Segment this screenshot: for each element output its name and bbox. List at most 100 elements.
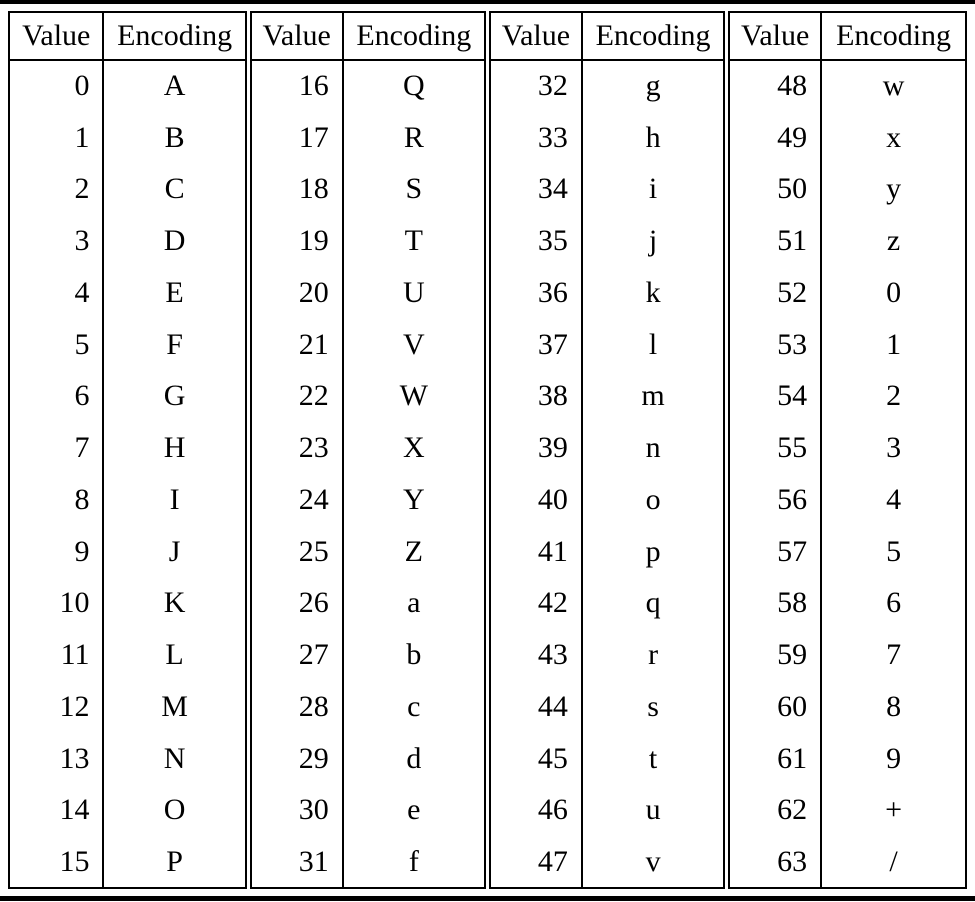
encoding-cell: 1 (886, 327, 902, 361)
encoding-cell: T (342, 215, 491, 267)
encoding-cell: W (342, 370, 491, 423)
encoding-cell: f (342, 836, 491, 888)
encoding-cell: B (103, 111, 252, 164)
value-cell: 26 (248, 577, 344, 630)
encoding-cell: c (342, 681, 491, 733)
value-cell: 5 (9, 318, 105, 371)
encoding-cell: 7 (886, 638, 902, 672)
value-cell: 15 (9, 836, 105, 888)
column-header-value: Value (248, 12, 344, 61)
encoding-cell: 6 (886, 586, 902, 620)
table-row: 0 A 16 Q 32 g 48 w (9, 60, 966, 112)
encoding-cell: 2 (886, 379, 902, 413)
encoding-cell: R (342, 111, 491, 164)
value-cell: 37 (487, 318, 583, 371)
bottom-rule (0, 896, 975, 901)
value-cell: 24 (248, 474, 344, 526)
value-cell: 21 (248, 318, 344, 371)
value-cell: 0 (9, 60, 105, 112)
value-cell: 53 (726, 318, 823, 371)
value-cell: 41 (487, 525, 583, 578)
top-rule (0, 0, 975, 4)
column-header-value: Value (9, 12, 105, 61)
encoding-cell: j (581, 215, 731, 267)
column-header-value: Value (487, 12, 583, 61)
encoding-cell: Q (342, 60, 491, 112)
table-row: 12 M 28 c 44 s 60 8 (9, 681, 966, 733)
encoding-cell: E (103, 267, 252, 319)
table-row: 14 O 30 e 46 u 62 + (9, 784, 966, 837)
value-cell: 1 (9, 111, 105, 164)
value-cell: 13 (9, 732, 105, 785)
value-cell: 35 (487, 215, 583, 267)
value-cell: 63 (726, 836, 823, 888)
value-cell: 11 (9, 629, 105, 681)
value-cell: 61 (726, 732, 823, 785)
value-cell: 8 (9, 474, 105, 526)
encoding-cell: w (882, 69, 905, 103)
encoding-cell: t (581, 732, 731, 785)
encoding-cell: i (581, 163, 731, 216)
encoding-cell: 0 (886, 275, 902, 309)
value-cell: 48 (726, 60, 823, 112)
value-cell: 18 (248, 163, 344, 216)
value-cell: 54 (726, 370, 823, 423)
encoding-cell: x (886, 120, 902, 154)
table-row: 13 N 29 d 45 t 61 9 (9, 732, 966, 785)
value-cell: 36 (487, 267, 583, 319)
encoding-cell: 4 (886, 482, 902, 516)
value-cell: 16 (248, 60, 344, 112)
value-cell: 32 (487, 60, 583, 112)
value-cell: 44 (487, 681, 583, 733)
value-cell: 38 (487, 370, 583, 423)
value-cell: 10 (9, 577, 105, 630)
value-cell: 6 (9, 370, 105, 423)
encoding-cell: K (103, 577, 252, 630)
encoding-cell: C (103, 163, 252, 216)
value-cell: 31 (248, 836, 344, 888)
encoding-cell: d (342, 732, 491, 785)
encoding-cell: p (581, 525, 731, 578)
table-row: 2 C 18 S 34 i 50 y (9, 163, 966, 216)
encoding-cell: M (103, 681, 252, 733)
table-header-row: Value Encoding Value Encoding Value Encoding V… (9, 12, 966, 61)
table-row: 6 G 22 W 38 m 54 2 (9, 370, 966, 423)
table-row: 15 P 31 f 47 v 63 / (9, 836, 966, 888)
value-cell: 29 (248, 732, 344, 785)
encoding-cell: G (103, 370, 252, 423)
column-header-encoding: Encoding (821, 12, 966, 61)
encoding-cell: m (581, 370, 731, 423)
table-row: 5 F 21 V 37 l 53 1 (9, 318, 966, 371)
value-cell: 47 (487, 836, 583, 888)
base64-encoding-table: Value Encoding Value Encoding Value Encoding V… (8, 11, 967, 889)
value-cell: 57 (726, 525, 823, 578)
table-row: 9 J 25 Z 41 p 57 5 (9, 525, 966, 578)
value-cell: 9 (9, 525, 105, 578)
value-cell: 12 (9, 681, 105, 733)
encoding-cell: r (581, 629, 731, 681)
encoding-cell: V (342, 318, 491, 371)
encoding-cell: s (581, 681, 731, 733)
value-cell: 50 (726, 163, 823, 216)
encoding-cell: D (103, 215, 252, 267)
value-cell: 39 (487, 422, 583, 474)
value-cell: 20 (248, 267, 344, 319)
value-cell: 52 (726, 267, 823, 319)
value-cell: 55 (726, 422, 823, 474)
encoding-cell: U (342, 267, 491, 319)
value-cell: 58 (726, 577, 823, 630)
value-cell: 34 (487, 163, 583, 216)
encoding-cell: q (581, 577, 731, 630)
table-row: 3 D 19 T 35 j 51 z (9, 215, 966, 267)
value-cell: 3 (9, 215, 105, 267)
encoding-cell: Y (342, 474, 491, 526)
value-cell: 46 (487, 784, 583, 837)
value-cell: 19 (248, 215, 344, 267)
encoding-cell: + (885, 793, 903, 827)
encoding-cell: g (581, 60, 731, 112)
encoding-cell: y (886, 172, 902, 206)
encoding-cell: L (103, 629, 252, 681)
table-row: 8 I 24 Y 40 o 56 4 (9, 474, 966, 526)
encoding-cell: 5 (886, 534, 902, 568)
encoding-cell: O (103, 784, 252, 837)
